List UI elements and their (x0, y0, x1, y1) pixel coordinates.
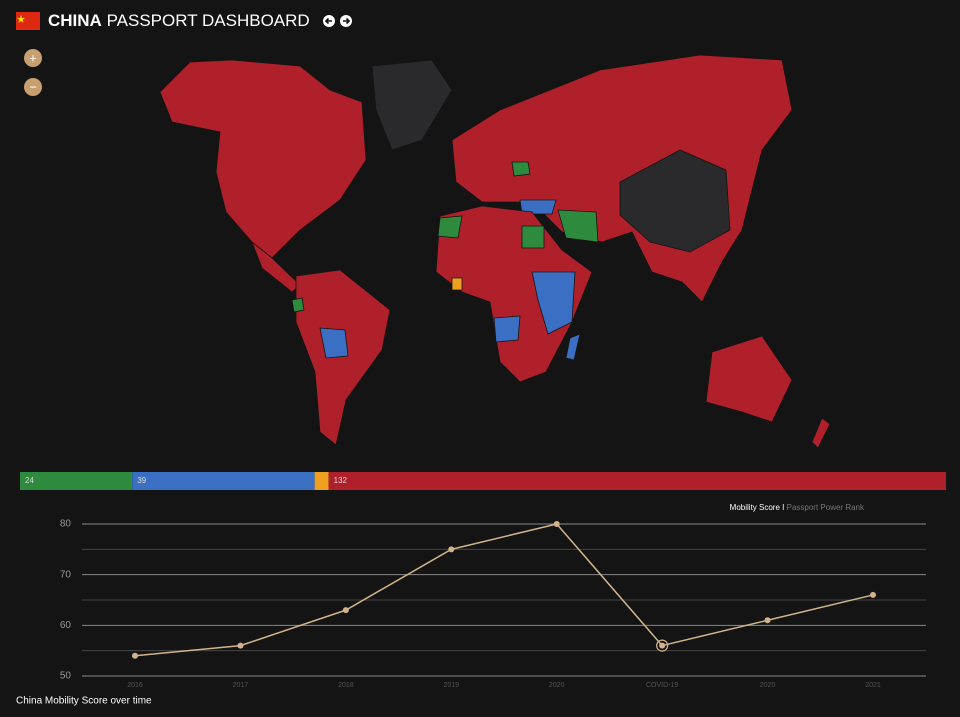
ecuador[interactable] (291, 297, 305, 313)
africa[interactable] (435, 205, 593, 383)
segment-label: 24 (25, 476, 34, 485)
madagascar[interactable] (565, 333, 581, 361)
china[interactable] (619, 149, 731, 253)
bar-segment (20, 472, 133, 490)
morocco[interactable] (437, 215, 463, 239)
zoom-out-button[interactable] (24, 78, 42, 96)
flag (16, 12, 40, 30)
zoom-in-button[interactable] (24, 49, 42, 67)
point (553, 521, 560, 527)
point (448, 546, 455, 553)
x-tick-label: 2019 (443, 682, 459, 689)
point (659, 642, 666, 649)
point (764, 617, 771, 624)
world-map (159, 54, 831, 449)
ghana[interactable] (451, 277, 463, 291)
y-tick-label: 50 (60, 671, 72, 682)
point (237, 642, 244, 649)
x-tick-label: 2016 (127, 682, 143, 689)
y-tick-label: 70 (60, 569, 72, 580)
australia[interactable] (705, 335, 793, 423)
x-tick-label: 2020 (760, 682, 776, 689)
new-zealand[interactable] (811, 417, 831, 449)
greenland[interactable] (371, 59, 453, 151)
zoom-in-label: + (29, 50, 37, 65)
south-america[interactable] (295, 269, 391, 446)
next-icon (343, 17, 351, 25)
x-tick-label: 2017 (233, 682, 249, 689)
bolivia[interactable] (319, 327, 349, 359)
flag-star (17, 15, 25, 23)
x-tick-label: 2018 (338, 682, 354, 689)
x-tick-label: 2021 (865, 682, 881, 689)
highlight-ring (656, 639, 669, 652)
dashboard-title: CHINA PASSPORT DASHBOARD (48, 11, 310, 30)
bar-segment (132, 472, 315, 490)
bar-segment (328, 472, 947, 490)
north-america[interactable] (159, 59, 367, 259)
segment-label: 39 (137, 476, 146, 485)
prev-icon (324, 17, 332, 25)
x-tick-label: 2020 (549, 682, 565, 689)
point (870, 591, 876, 598)
chart-title: China Mobility Score over time (16, 696, 152, 707)
y-tick-label: 80 (60, 519, 72, 530)
line (134, 523, 874, 657)
zoom-out-label: − (29, 79, 37, 94)
belarus[interactable] (511, 161, 531, 177)
visa-bar: 24 39 132 (20, 472, 947, 490)
iran[interactable] (557, 209, 599, 243)
segment-label: 132 (334, 476, 348, 485)
bar-segment (314, 472, 329, 490)
mobility-chart: Mobility Score I Passport Power Rank Chi… (16, 503, 926, 707)
y-tick-label: 60 (60, 620, 72, 631)
east-africa[interactable] (531, 271, 576, 335)
x-tick-label: COVID-19 (646, 682, 678, 689)
chart-legend: Mobility Score I Passport Power Rank (730, 503, 865, 512)
central-africa[interactable] (493, 315, 521, 343)
point (342, 607, 349, 614)
point (132, 652, 138, 659)
turkey[interactable] (519, 199, 557, 215)
egypt[interactable] (521, 225, 545, 249)
